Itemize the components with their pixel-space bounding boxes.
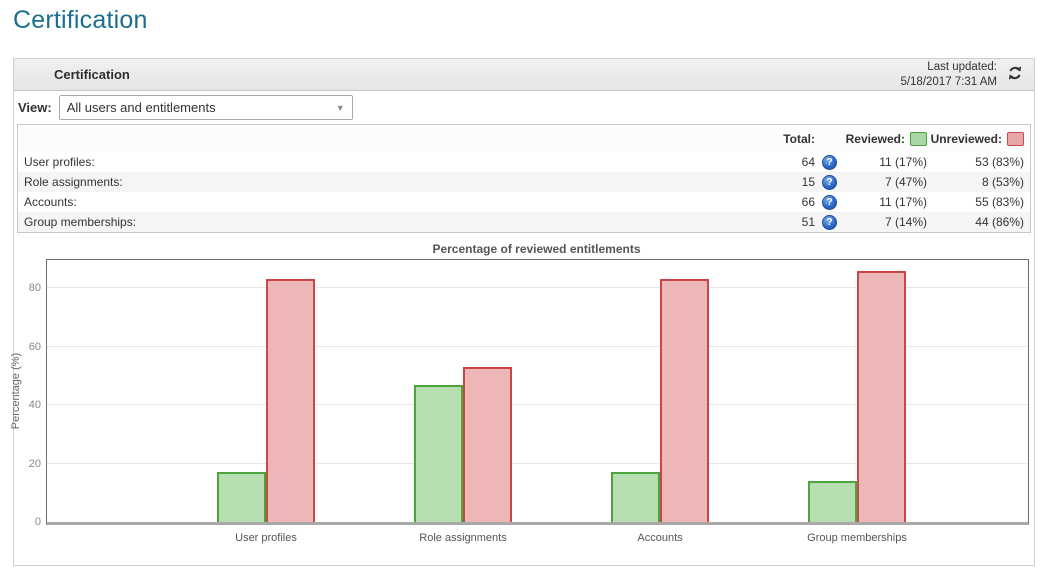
y-tick-label: 0 — [34, 516, 41, 528]
x-category-label: User profiles — [235, 532, 297, 544]
view-select-value: All users and entitlements — [66, 100, 216, 115]
y-tick-label: 80 — [28, 282, 41, 295]
row-reviewed: 11 (17%) — [879, 195, 927, 209]
unreviewed-bar-3 — [660, 279, 709, 522]
refresh-icon — [1007, 65, 1023, 84]
row-label: Accounts: — [24, 195, 77, 209]
view-row: View: All users and entitlements ▼ — [14, 91, 1034, 124]
page-title: Certification — [13, 6, 148, 34]
y-tick-label: 60 — [28, 340, 41, 353]
question-mark-icon[interactable] — [822, 195, 837, 210]
x-category-label: Role assignments — [419, 532, 507, 544]
summary-table-header: Total: Reviewed: Unreviewed: — [18, 125, 1030, 152]
reviewed-bar-2 — [414, 384, 463, 522]
last-updated: Last updated: 5/18/2017 7:31 AM — [900, 60, 997, 90]
view-label: View: — [18, 100, 52, 115]
row-total: 66 — [801, 195, 815, 209]
y-tick-label: 40 — [28, 399, 41, 412]
view-select[interactable]: All users and entitlements ▼ — [58, 95, 353, 120]
row-label: User profiles: — [24, 155, 95, 169]
row-label: Group memberships: — [24, 215, 137, 229]
gridline — [47, 404, 1028, 406]
chart: Percentage of reviewed entitlements Perc… — [10, 242, 1034, 544]
row-reviewed: 7 (14%) — [884, 215, 927, 229]
unreviewed-bar-1 — [266, 279, 315, 522]
last-updated-value: 5/18/2017 7:31 AM — [900, 75, 997, 88]
row-unreviewed: 44 (86%) — [975, 215, 1024, 229]
table-row: Accounts: 66 11 (17%) 55 (83%) — [18, 192, 1030, 212]
summary-table: Total: Reviewed: Unreviewed: User profil… — [17, 124, 1031, 233]
certification-panel: Certification Last updated: 5/18/2017 7:… — [10, 58, 1035, 566]
x-category-label: Group memberships — [807, 532, 907, 544]
bar-group — [808, 270, 906, 522]
unreviewed-bar-4 — [857, 270, 906, 522]
y-tick-label: 20 — [28, 457, 41, 470]
bar-group — [217, 279, 315, 522]
table-row: Role assignments: 15 7 (47%) 8 (53%) — [18, 172, 1030, 192]
row-unreviewed: 55 (83%) — [975, 195, 1024, 209]
table-row: Group memberships: 51 7 (14%) 44 (86%) — [18, 212, 1030, 232]
question-mark-icon[interactable] — [822, 155, 837, 170]
y-axis-label: Percentage (%) — [10, 352, 22, 430]
reviewed-bar-4 — [808, 481, 857, 522]
reviewed-bar-1 — [217, 472, 266, 522]
col-total: Total: — [783, 131, 815, 146]
panel-header: Certification Last updated: 5/18/2017 7:… — [14, 59, 1034, 91]
panel-header-title: Certification — [54, 67, 130, 82]
gridline — [47, 287, 1028, 289]
row-unreviewed: 8 (53%) — [981, 175, 1024, 189]
unreviewed-legend-swatch — [1007, 131, 1024, 146]
chevron-down-icon: ▼ — [335, 102, 345, 113]
chart-plot-area: Percentage (%) 0 20 40 60 80 User profiles Rol… — [10, 259, 1029, 544]
row-total: 51 — [801, 215, 815, 229]
x-category-label: Accounts — [637, 532, 683, 544]
row-reviewed: 7 (47%) — [884, 175, 927, 189]
refresh-button[interactable] — [1006, 66, 1024, 84]
row-reviewed: 11 (17%) — [879, 155, 927, 169]
row-label: Role assignments: — [24, 175, 123, 189]
question-mark-icon[interactable] — [822, 175, 837, 190]
col-reviewed: Reviewed: — [845, 131, 905, 146]
table-row: User profiles: 64 11 (17%) 53 (83%) — [18, 152, 1030, 172]
row-unreviewed: 53 (83%) — [975, 155, 1024, 169]
bar-group — [611, 279, 709, 522]
gridline — [47, 462, 1028, 464]
row-total: 64 — [801, 155, 815, 169]
col-unreviewed: Unreviewed: — [930, 131, 1002, 146]
unreviewed-bar-2 — [463, 367, 512, 522]
reviewed-bar-3 — [611, 472, 660, 522]
bar-group — [414, 367, 512, 522]
chart-title: Percentage of reviewed entitlements — [432, 242, 641, 256]
last-updated-label: Last updated: — [927, 60, 997, 73]
question-mark-icon[interactable] — [822, 215, 837, 230]
gridline — [47, 345, 1028, 347]
reviewed-legend-swatch — [910, 131, 927, 146]
row-total: 15 — [801, 175, 815, 189]
